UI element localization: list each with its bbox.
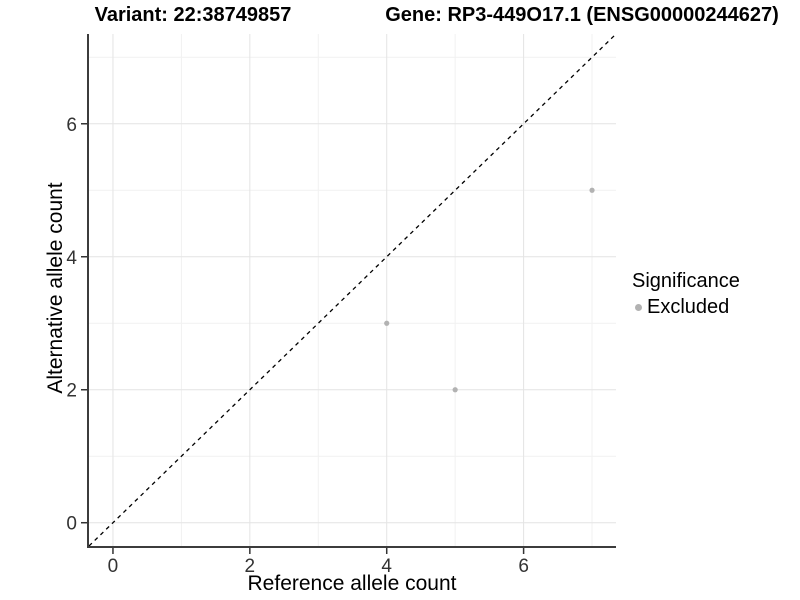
variant-title: Variant: 22:38749857 [94,4,292,26]
identity-line [88,33,617,547]
y-tick-label: 4 [66,248,77,269]
data-point [589,187,595,193]
data-point [384,320,390,326]
x-tick-label: 2 [245,556,256,577]
legend-title: Significance [632,270,740,292]
x-tick-label: 6 [518,556,529,577]
legend-item-excluded: Excluded [632,296,740,319]
x-axis-title: Reference allele count [247,572,457,595]
data-point [452,387,458,393]
y-axis-title: Alternative allele count [44,182,67,394]
circle-icon [635,304,642,311]
gene-title: Gene: RP3-449O17.1 (ENSG00000244627) [385,4,779,26]
x-tick-label: 0 [108,556,119,577]
legend: Significance Excluded [632,270,740,319]
y-tick-label: 0 [66,514,77,535]
legend-item-label: Excluded [647,296,730,318]
x-tick-label: 4 [381,556,392,577]
y-tick-label: 2 [66,381,77,402]
y-tick-label: 6 [66,115,77,136]
